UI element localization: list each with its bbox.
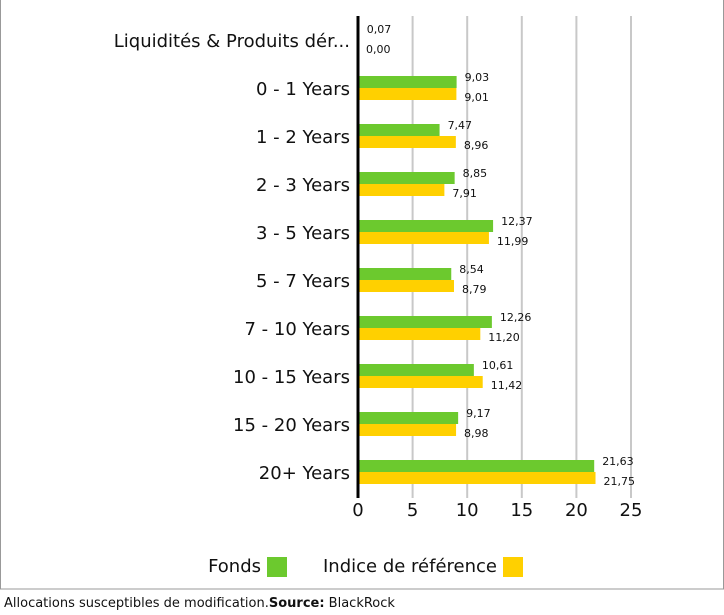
x-tick-label: 5: [407, 500, 418, 521]
value-label: 7,47: [448, 119, 473, 132]
legend-swatch: [267, 557, 287, 577]
bar: [358, 280, 454, 292]
footer-source: BlackRock: [325, 596, 396, 611]
bar: [358, 232, 489, 244]
value-label: 7,91: [452, 187, 477, 200]
y-tick-label: 15 - 20 Years: [233, 415, 350, 436]
y-tick-label: 2 - 3 Years: [256, 175, 350, 196]
footer-note: Allocations susceptibles de modification…: [4, 596, 269, 611]
y-tick-label: 1 - 2 Years: [256, 127, 350, 148]
value-label: 12,37: [501, 215, 533, 228]
y-tick-label: 7 - 10 Years: [244, 319, 350, 340]
legend-label: Fonds: [208, 556, 261, 577]
x-tick-label: 0: [352, 500, 363, 521]
bar: [358, 316, 492, 328]
x-tick-label: 15: [510, 500, 533, 521]
bar: [358, 76, 457, 88]
y-tick-label: Liquidités & Produits dér...: [114, 31, 350, 52]
value-label: 21,63: [602, 455, 634, 468]
value-label: 8,54: [459, 263, 484, 276]
value-label: 8,79: [462, 283, 487, 296]
value-label: 0,00: [366, 43, 391, 56]
y-tick-label: 3 - 5 Years: [256, 223, 350, 244]
bar: [358, 220, 494, 232]
value-label: 11,99: [497, 235, 529, 248]
y-tick-label: 5 - 7 Years: [256, 271, 350, 292]
bar: [358, 184, 445, 196]
bar: [358, 172, 455, 184]
legend-swatch: [503, 557, 523, 577]
value-label: 9,17: [466, 407, 491, 420]
value-label: 8,98: [464, 427, 489, 440]
footer: Allocations susceptibles de modification…: [4, 596, 395, 611]
bar: [358, 268, 452, 280]
y-tick-label: 20+ Years: [259, 463, 350, 484]
bar: [358, 124, 440, 136]
value-label: 11,42: [491, 379, 523, 392]
value-label: 9,03: [465, 71, 490, 84]
value-label: 12,26: [500, 311, 532, 324]
bar: [358, 460, 595, 472]
value-label: 10,61: [482, 359, 514, 372]
y-tick-label: 10 - 15 Years: [233, 367, 350, 388]
x-tick-label: 10: [456, 500, 479, 521]
value-label: 8,85: [463, 167, 488, 180]
bar: [358, 328, 481, 340]
bar: [358, 376, 483, 388]
bar: [358, 88, 457, 100]
value-label: 0,07: [367, 23, 392, 36]
bar: [358, 412, 459, 424]
legend-label: Indice de référence: [323, 556, 497, 577]
x-tick-label: 20: [565, 500, 588, 521]
bar: [358, 364, 474, 376]
bar: [358, 472, 596, 484]
value-label: 9,01: [464, 91, 489, 104]
bar: [358, 136, 456, 148]
bar: [358, 424, 457, 436]
y-tick-label: 0 - 1 Years: [256, 79, 350, 100]
value-label: 8,96: [464, 139, 489, 152]
value-label: 11,20: [488, 331, 519, 344]
footer-source-label: Source:: [269, 596, 325, 611]
value-label: 21,75: [604, 475, 636, 488]
x-tick-label: 25: [620, 500, 643, 521]
